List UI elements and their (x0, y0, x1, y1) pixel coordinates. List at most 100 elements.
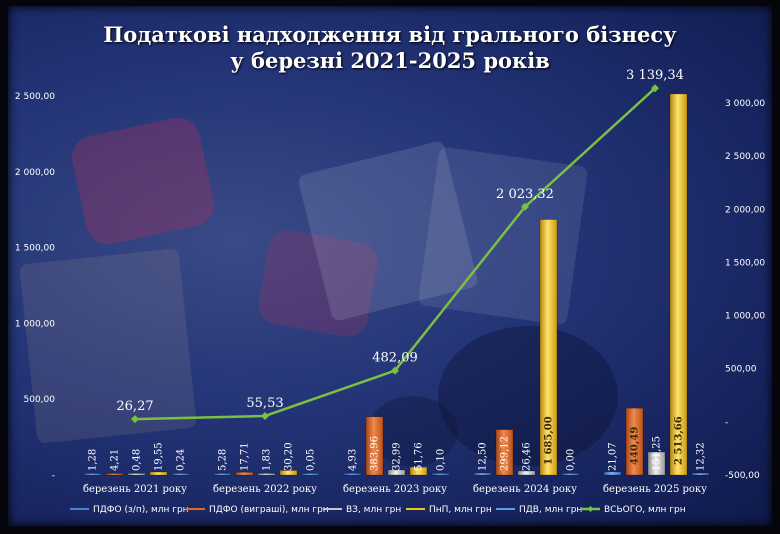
bar-value-label: 0,24 (176, 449, 187, 471)
legend-label: ВЗ, млн грн (346, 505, 401, 515)
bar-value-label: 30,20 (284, 442, 295, 471)
bars (83, 93, 710, 476)
bar-4-3 (409, 466, 428, 476)
right-axis-tick-label: - (725, 418, 728, 428)
bar-value-label: 299,12 (500, 436, 511, 471)
bar-value-label: 0,48 (132, 449, 143, 471)
category-label: березень 2024 року (473, 484, 577, 495)
bar-3-2 (257, 473, 276, 476)
bar-2-2 (235, 472, 254, 476)
bar-value-label: 12,50 (478, 442, 489, 471)
bar-value-label: 32,99 (392, 442, 403, 471)
category-label: березень 2021 року (83, 484, 187, 495)
bar-value-label: 0,00 (566, 449, 577, 471)
total-point-3 (391, 366, 399, 375)
total-point-5 (651, 84, 659, 93)
bar-value-label: 1,28 (88, 449, 99, 471)
bar-5-5 (691, 472, 710, 476)
chart-panel (8, 6, 772, 526)
bar-value-label: 151,25 (652, 436, 663, 471)
total-value-label: 55,53 (246, 396, 283, 411)
bar-3-4 (517, 470, 536, 476)
bar-value-label: 0,10 (436, 449, 447, 471)
bar-value-label: 12,32 (696, 442, 707, 471)
background-chip-decoration (438, 326, 618, 466)
bar-value-label: 5,28 (218, 449, 229, 471)
left-axis-tick-label: 1 500,00 (15, 244, 55, 254)
bar-2-1 (105, 473, 124, 476)
chart-title-line-1: Податкові надходження від грального бізн… (103, 22, 677, 47)
left-axis-tick-label: - (52, 471, 55, 481)
bar-1-3 (343, 473, 362, 476)
right-axis-tick-label: 3 000,00 (725, 99, 765, 109)
total-value-label: 482,09 (372, 351, 418, 366)
legend: ПДФО (з/п), млн грн ПДФО (виграші), млн г… (70, 505, 686, 515)
right-axis-tick-label: 1 500,00 (725, 258, 765, 268)
category-label: березень 2022 року (213, 484, 317, 495)
bar-5-4 (561, 473, 580, 476)
bar-value-label: 1,83 (262, 449, 273, 471)
total-line: 26,27 55,53 482,09 2 023,32 3 139,34 (116, 68, 684, 424)
left-axis-tick-label: 500,00 (24, 395, 56, 405)
chart-title-line-2: у березні 2021-2025 років (230, 48, 550, 73)
legend-label: ПДФО (з/п), млн грн (93, 505, 189, 515)
right-axis-tick-label: 500,00 (725, 365, 757, 375)
bar-5-3 (431, 473, 450, 476)
bar-1-2 (213, 473, 232, 476)
total-point-4 (521, 202, 529, 211)
right-axis-tick-label: 2 500,00 (725, 152, 765, 162)
bar-2-4 (495, 429, 514, 476)
bar-value-label: 19,55 (154, 442, 165, 471)
total-value-label: 3 139,34 (626, 68, 684, 83)
bar-value-label: 17,71 (240, 442, 251, 471)
chart-title: Податкові надходження від грального бізн… (0, 22, 780, 74)
bar-1-4 (473, 472, 492, 476)
bar-value-labels: 1,28 4,21 0,48 19,55 0,24 5,28 17,71 1,83 30,20 0… (88, 416, 707, 471)
bar-4-4 (539, 219, 558, 476)
bar-value-label: 1 685,00 (544, 416, 555, 465)
bar-4-2 (279, 470, 298, 476)
total-point-2 (261, 411, 269, 420)
bar-4-1 (149, 471, 168, 476)
bar-value-label: 21,07 (608, 442, 619, 471)
total-value-label: 2 023,32 (496, 187, 554, 202)
left-axis-tick-label: 2 500,00 (15, 92, 55, 102)
category-label: березень 2025 року (603, 484, 707, 495)
bar-value-label: 2 513,66 (674, 416, 685, 465)
bar-value-label: 383,96 (370, 436, 381, 471)
total-value-label: 26,27 (116, 399, 153, 414)
bar-5-2 (301, 473, 320, 476)
bar-value-label: 4,21 (110, 449, 121, 471)
bar-value-label: 51,76 (414, 442, 425, 471)
legend-label: ПнП, млн грн (429, 505, 492, 515)
bar-3-3 (387, 469, 406, 476)
bar-3-5 (647, 451, 666, 476)
bar-2-5 (625, 407, 644, 476)
legend-label: ПДФО (виграші), млн грн (209, 505, 329, 515)
total-point-1 (131, 415, 139, 424)
category-labels: березень 2021 року березень 2022 року бере… (83, 484, 707, 495)
bar-value-label: 26,46 (522, 442, 533, 471)
bar-value-label: 0,05 (306, 449, 317, 471)
right-axis-tick-label: -500,00 (725, 471, 760, 481)
bar-4-5 (669, 93, 688, 476)
bar-5-1 (171, 473, 190, 476)
right-axis-tick-label: 1 000,00 (725, 312, 765, 322)
bar-2-3 (365, 416, 384, 476)
bar-value-label: 4,93 (348, 449, 359, 471)
legend-label: ВСЬОГО, млн грн (604, 505, 686, 515)
left-axis-tick-label: 2 000,00 (15, 168, 55, 178)
category-label: березень 2023 року (343, 484, 447, 495)
bar-3-1 (127, 473, 146, 476)
right-axis: -500,00-500,001 000,001 500,002 000,002 … (725, 99, 765, 481)
bar-1-1 (83, 473, 102, 476)
right-axis-tick-label: 2 000,00 (725, 205, 765, 215)
bar-1-5 (603, 471, 622, 476)
legend-marker (587, 506, 594, 512)
legend-label: ПДВ, млн грн (519, 505, 582, 515)
bar-value-label: 440,49 (630, 427, 641, 465)
left-axis-tick-label: 1 000,00 (15, 319, 55, 329)
left-axis: - 500,00 1 000,00 1 500,00 2 000,00 2 500,00 (15, 92, 55, 481)
